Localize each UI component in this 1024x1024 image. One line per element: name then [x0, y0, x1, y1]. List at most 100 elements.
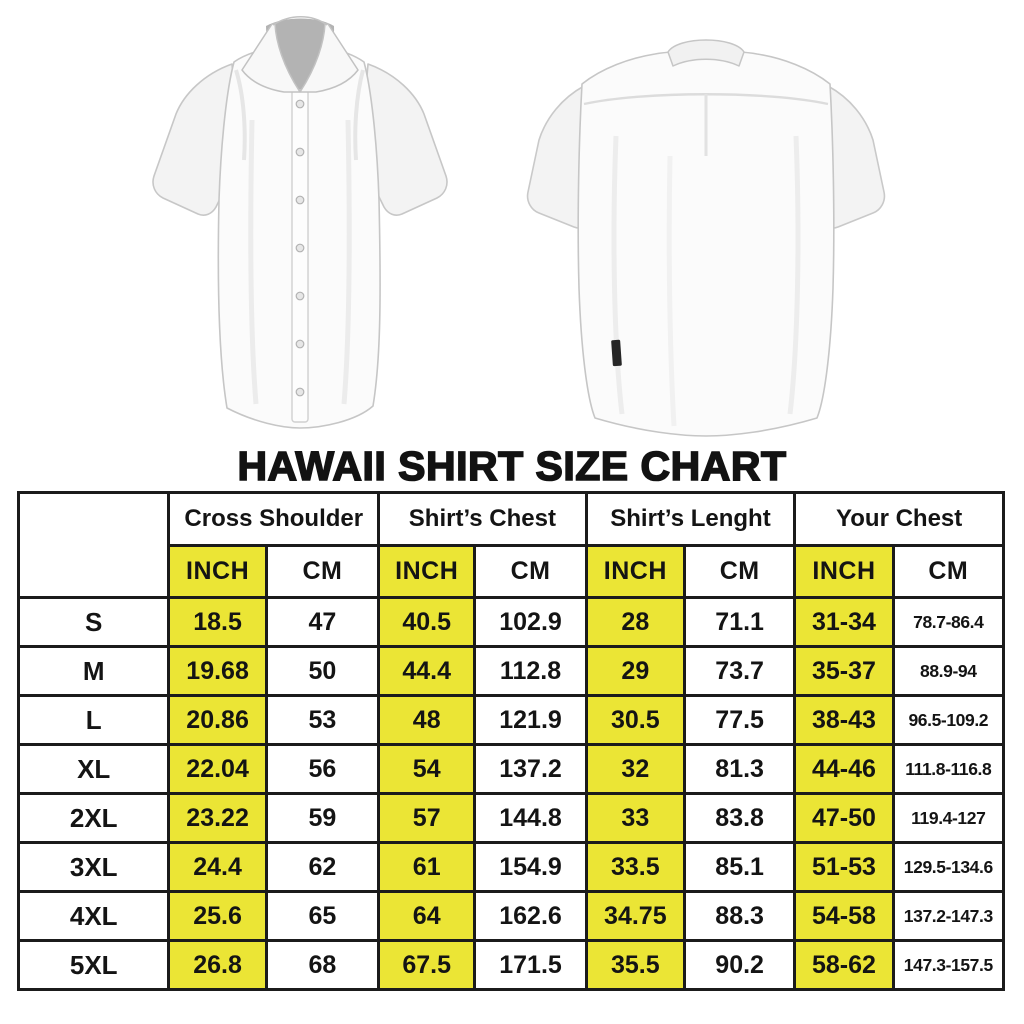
value-cell-cross-shoulder-cm: 62 — [264, 841, 381, 893]
table-row: S 18.5 47 40.5 102.9 28 71.1 31-34 78.7-86.4 — [16, 596, 1006, 648]
value-cell-your-chest-cm: 88.9-94 — [891, 645, 1006, 697]
size-cell-4xl: 4XL — [16, 890, 171, 942]
value-cell-shirts-chest-cm: 137.2 — [473, 743, 588, 795]
value-cell-your-chest-inch: 38-43 — [793, 694, 895, 746]
value-cell-shirts-lenght-inch: 33.5 — [584, 841, 686, 893]
value-cell-shirts-chest-inch: 57 — [377, 792, 477, 844]
size-rows: S 18.5 47 40.5 102.9 28 71.1 31-34 78.7-86.4 M 19.… — [16, 596, 1006, 991]
table-row: 5XL 26.8 68 67.5 171.5 35.5 90.2 58-62 147.3-157… — [16, 939, 1006, 991]
value-cell-cross-shoulder-inch: 18.5 — [167, 596, 268, 648]
value-cell-shirts-lenght-inch: 28 — [584, 596, 686, 648]
value-cell-cross-shoulder-cm: 65 — [264, 890, 381, 942]
value-cell-your-chest-inch: 35-37 — [793, 645, 895, 697]
shirt-front-image — [152, 16, 448, 429]
col-group-shirts-lenght: Shirt’s Lenght — [584, 491, 797, 547]
value-cell-cross-shoulder-inch: 20.86 — [167, 694, 268, 746]
value-cell-shirts-lenght-inch: 29 — [584, 645, 686, 697]
value-cell-shirts-chest-inch: 48 — [377, 694, 477, 746]
value-cell-your-chest-cm: 119.4-127 — [891, 792, 1006, 844]
value-cell-your-chest-cm: 96.5-109.2 — [891, 694, 1006, 746]
value-cell-shirts-chest-inch: 61 — [377, 841, 477, 893]
unit-header-inch: INCH — [167, 544, 268, 599]
size-cell-m: M — [16, 645, 171, 697]
value-cell-shirts-lenght-cm: 77.5 — [682, 694, 797, 746]
value-cell-shirts-chest-inch: 40.5 — [377, 596, 477, 648]
value-cell-cross-shoulder-cm: 50 — [264, 645, 381, 697]
unit-header-cm: CM — [891, 544, 1006, 599]
unit-header-inch: INCH — [377, 544, 477, 599]
value-cell-shirts-chest-cm: 171.5 — [473, 939, 588, 991]
value-cell-cross-shoulder-cm: 56 — [264, 743, 381, 795]
value-cell-cross-shoulder-inch: 23.22 — [167, 792, 268, 844]
value-cell-your-chest-inch: 51-53 — [793, 841, 895, 893]
unit-header-inch: INCH — [793, 544, 895, 599]
value-cell-shirts-lenght-cm: 81.3 — [682, 743, 797, 795]
value-cell-shirts-chest-cm: 102.9 — [473, 596, 588, 648]
value-cell-shirts-lenght-cm: 73.7 — [682, 645, 797, 697]
group-header-row: Cross Shoulder Shirt’s Chest Shirt’s Len… — [16, 491, 1005, 599]
size-cell-2xl: 2XL — [16, 792, 171, 844]
size-cell-l: L — [16, 694, 171, 746]
table-row: 4XL 25.6 65 64 162.6 34.75 88.3 54-58 137.2-147.… — [16, 890, 1006, 942]
size-cell-s: S — [16, 596, 171, 648]
col-group-cross-shoulder: Cross Shoulder — [167, 491, 381, 547]
value-cell-shirts-lenght-inch: 32 — [584, 743, 686, 795]
value-cell-cross-shoulder-cm: 68 — [264, 939, 381, 991]
value-cell-shirts-chest-cm: 121.9 — [473, 694, 588, 746]
unit-header-row: INCH CM INCH CM INCH CM INCH CM — [19, 544, 1006, 599]
corner-cell — [16, 491, 171, 599]
value-cell-cross-shoulder-inch: 19.68 — [167, 645, 268, 697]
value-cell-your-chest-inch: 31-34 — [793, 596, 895, 648]
size-cell-5xl: 5XL — [16, 939, 171, 991]
value-cell-your-chest-inch: 47-50 — [793, 792, 895, 844]
value-cell-shirts-chest-inch: 44.4 — [377, 645, 477, 697]
table-row: XL 22.04 56 54 137.2 32 81.3 44-46 111.8-116.8 — [16, 743, 1006, 795]
size-cell-xl: XL — [16, 743, 171, 795]
value-cell-cross-shoulder-inch: 24.4 — [167, 841, 268, 893]
value-cell-shirts-chest-cm: 154.9 — [473, 841, 588, 893]
value-cell-shirts-chest-inch: 64 — [377, 890, 477, 942]
value-cell-shirts-chest-cm: 162.6 — [473, 890, 588, 942]
value-cell-shirts-lenght-cm: 85.1 — [682, 841, 797, 893]
value-cell-shirts-lenght-inch: 33 — [584, 792, 686, 844]
value-cell-your-chest-cm: 78.7-86.4 — [891, 596, 1006, 648]
unit-header-cm: CM — [473, 544, 588, 599]
value-cell-your-chest-cm: 137.2-147.3 — [891, 890, 1006, 942]
value-cell-shirts-lenght-cm: 88.3 — [682, 890, 797, 942]
value-cell-shirts-lenght-cm: 83.8 — [682, 792, 797, 844]
value-cell-cross-shoulder-inch: 25.6 — [167, 890, 268, 942]
value-cell-cross-shoulder-inch: 26.8 — [167, 939, 268, 991]
value-cell-shirts-lenght-inch: 35.5 — [584, 939, 686, 991]
value-cell-shirts-chest-inch: 54 — [377, 743, 477, 795]
value-cell-your-chest-inch: 58-62 — [793, 939, 895, 991]
table-row: L 20.86 53 48 121.9 30.5 77.5 38-43 96.5-109.2 — [16, 694, 1006, 746]
col-group-shirts-chest: Shirt’s Chest — [377, 491, 588, 547]
hem-tag — [611, 339, 622, 367]
value-cell-shirts-lenght-inch: 34.75 — [584, 890, 686, 942]
page-title: HAWAII SHIRT SIZE CHART — [237, 442, 787, 490]
value-cell-your-chest-cm: 129.5-134.6 — [891, 841, 1006, 893]
value-cell-shirts-lenght-inch: 30.5 — [584, 694, 686, 746]
value-cell-shirts-chest-inch: 67.5 — [377, 939, 477, 991]
value-cell-cross-shoulder-cm: 47 — [264, 596, 381, 648]
unit-header-inch: INCH — [584, 544, 686, 599]
shirt-back-image — [526, 39, 886, 437]
value-cell-cross-shoulder-cm: 53 — [264, 694, 381, 746]
value-cell-your-chest-inch: 54-58 — [793, 890, 895, 942]
value-cell-cross-shoulder-inch: 22.04 — [167, 743, 268, 795]
shirt-buttons — [295, 99, 305, 397]
unit-header-cm: CM — [264, 544, 381, 599]
value-cell-cross-shoulder-cm: 59 — [264, 792, 381, 844]
value-cell-shirts-chest-cm: 112.8 — [473, 645, 588, 697]
col-group-your-chest: Your Chest — [793, 491, 1005, 547]
unit-header-cm: CM — [682, 544, 797, 599]
value-cell-your-chest-cm: 147.3-157.5 — [891, 939, 1006, 991]
value-cell-shirts-chest-cm: 144.8 — [473, 792, 588, 844]
value-cell-your-chest-cm: 111.8-116.8 — [891, 743, 1006, 795]
value-cell-shirts-lenght-cm: 90.2 — [682, 939, 797, 991]
size-cell-3xl: 3XL — [16, 841, 171, 893]
value-cell-your-chest-inch: 44-46 — [793, 743, 895, 795]
table-row: 3XL 24.4 62 61 154.9 33.5 85.1 51-53 129.5-134.6 — [16, 841, 1006, 893]
value-cell-shirts-lenght-cm: 71.1 — [682, 596, 797, 648]
